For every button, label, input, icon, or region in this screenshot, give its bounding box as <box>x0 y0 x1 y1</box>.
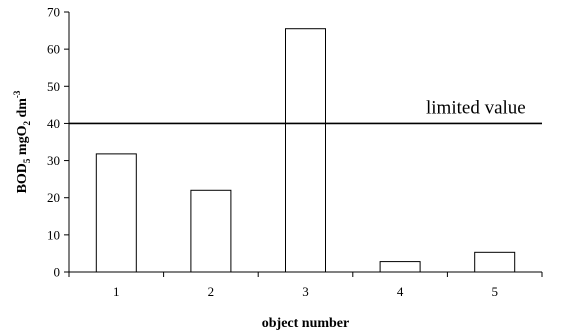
y-title-sub5: 5 <box>22 158 32 163</box>
y-tick-label: 40 <box>47 116 60 131</box>
y-title-end: dm <box>15 98 30 121</box>
bar-object-2 <box>190 189 232 273</box>
bars <box>95 28 516 273</box>
bar-object-1 <box>95 153 137 273</box>
x-tick-label: 3 <box>302 284 309 299</box>
y-tick-label: 0 <box>54 265 61 280</box>
x-axis-ticks: 1 2 3 4 5 <box>68 272 543 299</box>
y-tick-label: 50 <box>47 79 60 94</box>
y-title-sub2: 2 <box>22 121 32 126</box>
bar-object-5 <box>474 251 516 273</box>
x-tick-label: 4 <box>397 284 404 299</box>
y-title-sup: -3 <box>12 90 22 98</box>
y-axis-title: BOD5 mgO2 dm-3 <box>12 90 32 193</box>
x-tick-label: 2 <box>208 284 215 299</box>
y-title-mid: mgO <box>15 125 30 158</box>
y-title-main: BOD <box>15 163 30 193</box>
limit-reference-label: limited value <box>426 97 526 118</box>
y-tick-label: 70 <box>47 5 60 20</box>
x-axis-title: object number <box>262 316 350 331</box>
y-axis-ticks: 0 10 20 30 40 50 60 70 <box>47 5 69 280</box>
y-tick-label: 10 <box>47 227 60 242</box>
bar-object-4 <box>379 261 421 273</box>
x-tick-label: 1 <box>113 284 120 299</box>
y-tick-label: 60 <box>47 42 60 57</box>
bar-object-3 <box>285 28 326 273</box>
x-tick-label: 5 <box>491 284 498 299</box>
y-tick-label: 20 <box>47 190 60 205</box>
y-tick-label: 30 <box>47 153 60 168</box>
